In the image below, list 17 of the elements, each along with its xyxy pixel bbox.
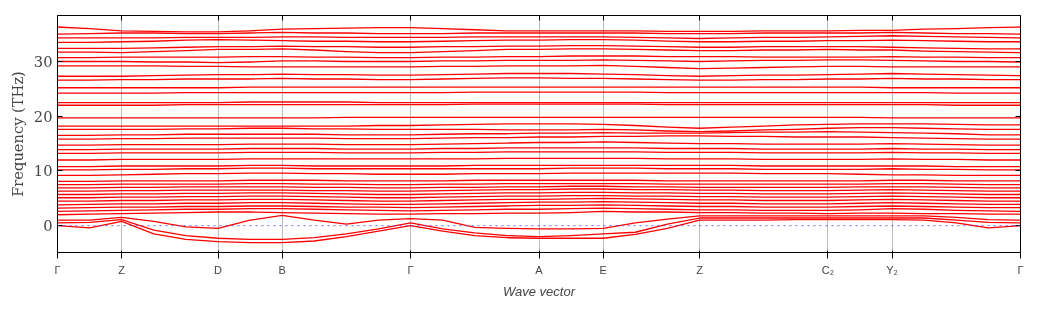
x-tick-label: Γ [1017,263,1024,276]
y-tick-label: 20 [33,107,53,125]
x-tick-label: D [214,263,223,276]
x-tick-label: Z [696,263,704,276]
y-axis-title: Frequency (THz) [8,71,26,197]
y-tick-label: 0 [43,217,53,235]
x-tick-label: Y₂ [886,263,898,276]
x-tick-label: Γ [407,263,414,276]
y-tick-label: 10 [33,162,53,180]
x-tick-label: C₂ [821,263,835,276]
x-tick-label: B [278,263,286,276]
x-tick-label: Z [118,263,126,276]
x-tick-label: Γ [54,263,61,276]
y-tick-label: 30 [33,52,53,70]
x-tick-label: A [535,263,544,276]
x-tick-label: E [599,263,607,276]
x-axis-title: Wave vector [503,283,576,299]
